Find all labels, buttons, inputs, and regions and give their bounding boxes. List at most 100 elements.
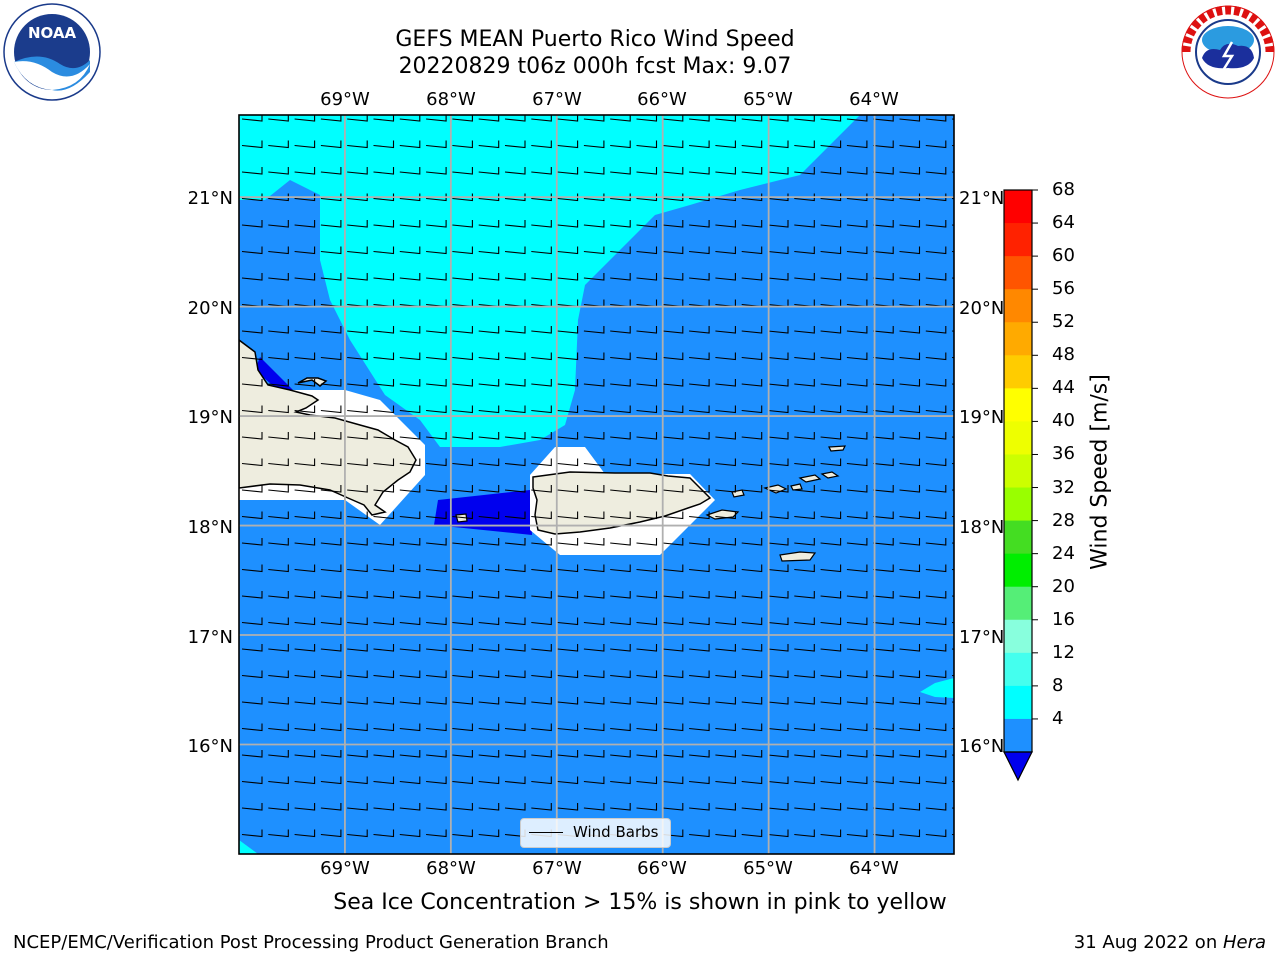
- lon-tick-bottom-67w: 67°W: [532, 858, 582, 879]
- colorbar-tick-label: 8: [1052, 674, 1064, 696]
- wind-barb: [873, 458, 894, 467]
- wind-barb: [636, 352, 658, 361]
- wind-barb: [794, 723, 815, 732]
- wind-barb: [873, 326, 894, 334]
- wind-barb: [268, 856, 288, 863]
- wind-barb: [820, 405, 842, 414]
- wind-barb: [268, 564, 289, 573]
- wind-barb: [504, 405, 526, 414]
- lat-tick-left-16n: 16°N: [188, 736, 233, 757]
- wind-barb: [925, 591, 947, 599]
- wind-barb: [873, 803, 894, 811]
- wind-barb: [478, 379, 500, 387]
- wind-barb: [820, 246, 842, 255]
- wind-barb: [294, 379, 316, 387]
- land-st-john: [790, 483, 803, 491]
- wind-barb: [583, 167, 605, 175]
- wind-barb: [294, 193, 316, 202]
- wind-barb: [925, 829, 947, 838]
- wind-barb: [399, 776, 421, 785]
- wind-barb: [399, 485, 421, 493]
- wind-barb: [504, 379, 526, 387]
- wind-barb: [741, 485, 763, 493]
- wind-barb: [610, 617, 631, 626]
- wind-barb: [373, 115, 395, 122]
- wind-barb: [820, 326, 842, 334]
- wind-barb: [662, 644, 684, 652]
- wind-barb: [820, 511, 842, 520]
- lon-tick-bottom-69w: 69°W: [320, 858, 370, 879]
- wind-barb: [399, 538, 421, 546]
- wind-barb: [268, 140, 289, 149]
- wind-barb: [662, 326, 684, 334]
- wind-barb: [636, 564, 658, 573]
- wind-barb: [504, 564, 526, 573]
- wind-barb: [294, 485, 316, 493]
- wind-barb: [873, 723, 894, 732]
- wind-barb: [794, 776, 815, 785]
- wind-barb: [715, 326, 736, 334]
- wind-barb: [399, 829, 421, 838]
- wind-barb: [689, 803, 710, 811]
- wind-barb: [662, 352, 684, 361]
- wind-barb: [241, 115, 263, 122]
- wind-barb: [347, 167, 368, 175]
- wind-barb: [478, 167, 500, 175]
- colorbar-tick-label: 24: [1052, 542, 1075, 564]
- wind-barb: [478, 803, 500, 811]
- wind-barb: [662, 750, 684, 758]
- wind-barb: [846, 167, 868, 175]
- wind-barb: [846, 458, 868, 467]
- wind-barb: [452, 273, 473, 281]
- wind-barb: [689, 326, 710, 334]
- wind-barb: [821, 856, 841, 863]
- wind-barb: [636, 750, 658, 758]
- wind-barb: [925, 246, 947, 255]
- wind-barb: [583, 432, 605, 440]
- wind-barb: [794, 140, 815, 149]
- footer-host: Hera: [1222, 932, 1266, 953]
- wind-barb: [478, 485, 500, 493]
- wind-field-8-12-sw: [239, 840, 258, 854]
- map-frame: [238, 114, 955, 855]
- wind-barb: [583, 591, 605, 599]
- wind-barb: [320, 829, 342, 838]
- wind-barb: [373, 538, 395, 546]
- wind-barb: [767, 564, 789, 573]
- wind-barb: [557, 776, 579, 785]
- wind-barb: [478, 220, 500, 228]
- wind-barb: [557, 591, 579, 599]
- wind-barb: [268, 803, 289, 811]
- wind-barb: [452, 617, 473, 626]
- wind-barb: [399, 670, 421, 679]
- wind-barb: [320, 776, 342, 785]
- wind-barb: [662, 140, 684, 149]
- wind-barb: [294, 829, 316, 838]
- wind-barb: [846, 273, 868, 281]
- wind-barb: [610, 273, 631, 281]
- wind-barb: [899, 220, 921, 228]
- wind-barb: [347, 591, 368, 599]
- wind-barb: [715, 644, 736, 652]
- wind-barb: [373, 220, 395, 228]
- wind-barb: [715, 352, 736, 361]
- wind-barb: [715, 511, 736, 520]
- wind-barb: [504, 723, 526, 732]
- wind-barb: [925, 750, 947, 758]
- wind-barb: [689, 246, 710, 255]
- wind-barb: [741, 697, 763, 705]
- wind-barb: [320, 140, 342, 149]
- wind-barb: [268, 697, 289, 705]
- wind-barb: [952, 595, 954, 597]
- wind-barb: [399, 273, 421, 281]
- lon-tick-top-69w: 69°W: [320, 89, 370, 110]
- wind-barb: [689, 697, 710, 705]
- wind-barb: [373, 246, 395, 255]
- wind-barb: [479, 856, 499, 863]
- wind-barb: [767, 140, 789, 149]
- wind-barb: [583, 405, 605, 414]
- wind-barb: [478, 432, 500, 440]
- wind-barb: [373, 697, 395, 705]
- wind-barb: [478, 352, 500, 361]
- wind-barb: [846, 723, 868, 732]
